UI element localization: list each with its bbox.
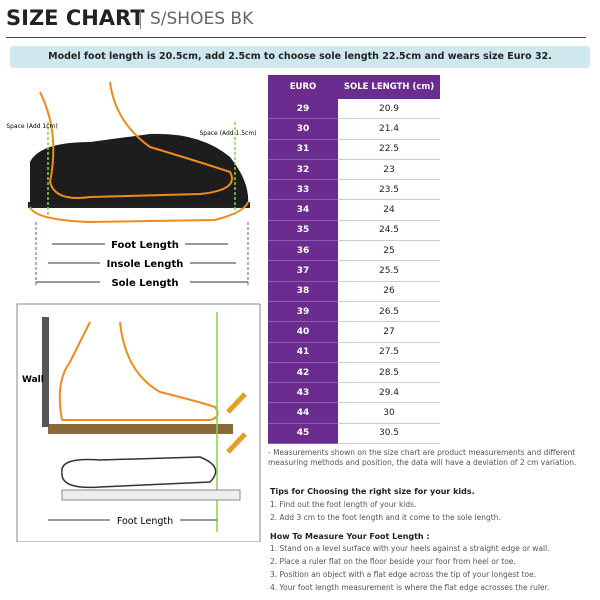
sole-length: 28.5: [338, 362, 440, 384]
euro-size: 29: [268, 99, 338, 120]
euro-size: 44: [268, 402, 338, 424]
label: Space (Add 1.5cm): [199, 130, 256, 137]
euro-size: 33: [268, 179, 338, 201]
sole-length: 20.9: [338, 99, 440, 120]
sole-length: 21.4: [338, 118, 440, 140]
separator: [140, 9, 141, 29]
table-row: 35 24.5: [268, 220, 440, 242]
list-item: 4. Your foot length measurement is where…: [270, 583, 550, 592]
subtitle: S/SHOES BK: [150, 9, 254, 29]
diagrams: Space (Add 1cm) Space (Add 1.5cm) Foot L…: [6, 81, 261, 542]
size-table: EURO SOLE LENGTH (cm) 29 20.9 30 21.4 31 22.5 32…: [268, 75, 440, 445]
table-row: 44 30: [268, 402, 440, 424]
table-row: 45 30.5: [268, 423, 440, 445]
column-header: SOLE LENGTH (cm): [338, 75, 440, 99]
note: - Measurements shown on the size chart a…: [268, 448, 577, 467]
measure-heading: How To Measure Your Foot Length :: [270, 532, 430, 541]
title: SIZE CHART: [6, 6, 145, 30]
sole-length: 27.5: [338, 342, 440, 363]
column-header: EURO: [268, 75, 338, 99]
label: Wall: [22, 375, 44, 385]
sole-length: 30: [338, 402, 440, 424]
sole-length: 24.5: [338, 220, 440, 242]
rule: [6, 37, 586, 38]
table-row: 43 29.4: [268, 382, 440, 404]
label: Foot Length: [117, 516, 173, 527]
sole-length: 26.5: [338, 301, 440, 323]
table-row: 29 20.9: [268, 99, 440, 120]
banner: Model foot length is 20.5cm, add 2.5cm t…: [10, 46, 590, 68]
euro-size: 40: [268, 321, 338, 343]
sole-length: 26: [338, 281, 440, 302]
tips-heading: Tips for Choosing the right size for you…: [270, 487, 475, 496]
euro-size: 39: [268, 301, 338, 323]
sole-length: 27: [338, 321, 440, 343]
label-part: Space (Add 1cm): [6, 123, 57, 130]
euro-size: 41: [268, 342, 338, 363]
euro-size: 35: [268, 220, 338, 242]
euro-size: 42: [268, 362, 338, 384]
table-row: 37 25.5: [268, 260, 440, 282]
euro-size: 34: [268, 199, 338, 221]
label: Sole Length: [111, 278, 178, 289]
sole-length: 22.5: [338, 139, 440, 160]
list-item: 2. Add 3 cm to the foot length and it co…: [270, 513, 501, 522]
table-row: 33 23.5: [268, 179, 440, 201]
table-row: 31 22.5: [268, 139, 440, 160]
table-row: 38 26: [268, 281, 440, 302]
label: Insole Length: [107, 259, 184, 270]
table-row: 34 24: [268, 199, 440, 221]
sole-length: 30.5: [338, 423, 440, 445]
table-row: 32 23: [268, 159, 440, 181]
table-row: 30 21.4: [268, 118, 440, 140]
sole-length: 25.5: [338, 260, 440, 282]
sole-length: 29.4: [338, 382, 440, 404]
euro-size: 43: [268, 382, 338, 404]
euro-size: 32: [268, 159, 338, 181]
euro-size: 36: [268, 240, 338, 262]
sole-length: 25: [338, 240, 440, 262]
label: Space (Add 1cm): [6, 123, 57, 130]
sole-length: 23.5: [338, 179, 440, 201]
euro-size: 37: [268, 260, 338, 282]
euro-size: 38: [268, 281, 338, 302]
list-item: 2. Place a ruler flat on the floor besid…: [270, 557, 516, 566]
list-item: 3. Position an object with a flat edge a…: [270, 570, 537, 579]
table-row: 42 28.5: [268, 362, 440, 384]
table-row: 40 27: [268, 321, 440, 343]
table-row: 36 25: [268, 240, 440, 262]
table-row: 41 27.5: [268, 342, 440, 363]
list-item: 1. Stand on a level surface with your he…: [270, 544, 550, 553]
label: Foot Length: [111, 240, 179, 251]
table-row: 39 26.5: [268, 301, 440, 323]
sole-length: 24: [338, 199, 440, 221]
list-item: 1. Find out the foot length of your kids…: [270, 500, 417, 509]
sole-length: 23: [338, 159, 440, 181]
euro-size: 45: [268, 423, 338, 445]
euro-size: 30: [268, 118, 338, 140]
euro-size: 31: [268, 139, 338, 160]
